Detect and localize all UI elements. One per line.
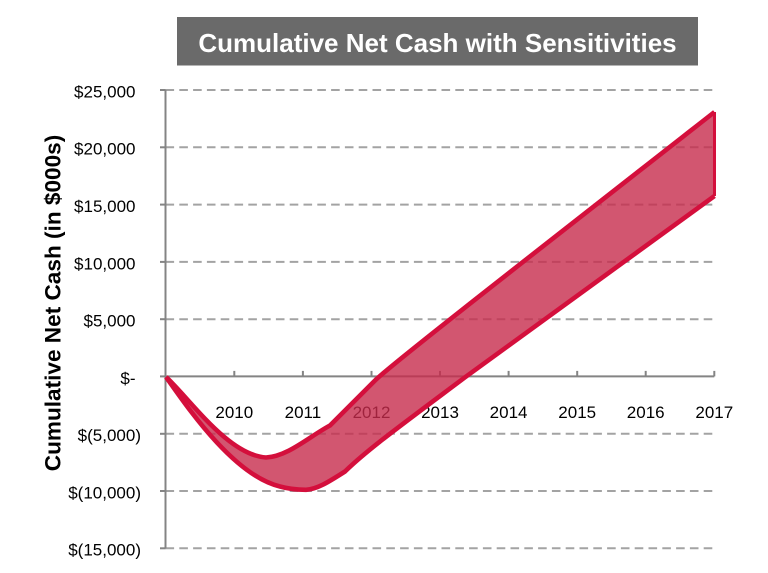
svg-text:2017: 2017 bbox=[695, 403, 733, 422]
svg-text:$20,000: $20,000 bbox=[74, 140, 135, 159]
svg-text:$(10,000): $(10,000) bbox=[68, 483, 141, 502]
svg-text:$(5,000): $(5,000) bbox=[78, 426, 141, 445]
svg-text:$10,000: $10,000 bbox=[74, 254, 135, 273]
svg-text:$-: $- bbox=[120, 369, 135, 388]
svg-text:2014: 2014 bbox=[490, 403, 528, 422]
svg-text:2015: 2015 bbox=[558, 403, 596, 422]
svg-text:$5,000: $5,000 bbox=[84, 312, 136, 331]
svg-text:$25,000: $25,000 bbox=[74, 82, 135, 101]
svg-text:2016: 2016 bbox=[627, 403, 665, 422]
svg-text:2010: 2010 bbox=[215, 403, 253, 422]
svg-text:Cumulative Net Cash with Sensi: Cumulative Net Cash with Sensitivities bbox=[198, 28, 676, 58]
svg-text:Cumulative Net Cash (in $000s): Cumulative Net Cash (in $000s) bbox=[41, 135, 66, 472]
svg-text:2011: 2011 bbox=[285, 403, 322, 422]
svg-text:$15,000: $15,000 bbox=[74, 197, 135, 216]
svg-text:2013: 2013 bbox=[421, 403, 459, 422]
svg-text:$(15,000): $(15,000) bbox=[68, 541, 141, 560]
